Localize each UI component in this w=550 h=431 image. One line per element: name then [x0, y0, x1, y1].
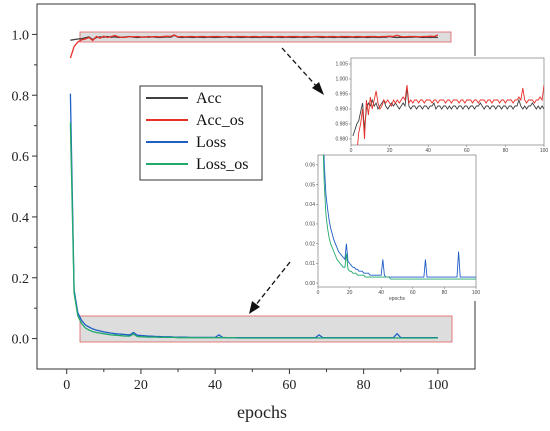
series-line-loss-os — [69, 122, 438, 339]
y-tick-label: 1.0 — [12, 28, 30, 43]
acc-zoom-y-tick-label: 1.005 — [335, 62, 348, 68]
loss-zoom-x-tick-label: 20 — [347, 290, 353, 296]
main-series-group — [69, 34, 439, 339]
x-axis-title: epochs — [237, 402, 287, 422]
legend-label-loss-os: Loss_os — [196, 156, 248, 173]
y-tick-label: 0.8 — [12, 89, 30, 104]
y-tick-label: 0.4 — [12, 211, 30, 226]
loss-zoom-line-loss-os — [322, 155, 476, 280]
loss-zoom-y-tick-label: 0.03 — [305, 222, 315, 228]
y-tick-label: 0.6 — [12, 150, 30, 165]
loss-zoom-frame — [317, 154, 477, 288]
acc-zoom-background — [349, 56, 546, 159]
loss-zoom-y-tick-label: 0.02 — [305, 241, 315, 247]
acc-zoom-y-tick-label: 0.985 — [335, 122, 348, 128]
loss-zoom-x-tick-label: 60 — [410, 290, 416, 296]
loss-zoom-y-tick-label: 0.01 — [305, 261, 315, 267]
loss-zoom-y-tick-label: 0.00 — [305, 281, 315, 287]
acc-zoom-line-acc — [352, 87, 544, 137]
legend-items: Acc Acc_os Loss Loss_os — [146, 90, 248, 173]
legend-label-loss: Loss — [196, 134, 226, 151]
x-tick-label: 0 — [63, 378, 70, 393]
loss-zoom-line-loss — [323, 155, 476, 278]
acc-zoom-x-tick-label: 80 — [503, 148, 509, 154]
acc-zoom-y-tick-label: 0.990 — [335, 107, 348, 113]
acc-zoom-y-tick-label: 1.000 — [335, 77, 348, 83]
x-tick-label: 60 — [282, 378, 296, 393]
acc-zoom-x-tick-label: 0 — [350, 148, 353, 154]
main-tick-group: 0 20 40 60 80 100 0.0 0.2 0.4 0.6 0.8 1.0 — [12, 28, 449, 393]
acc-zoom-frame — [350, 57, 545, 146]
loss-zoom-x-label: epochs — [389, 296, 406, 302]
acc-zoom-x-tick-label: 20 — [387, 148, 393, 154]
acc-zoom-x-tick-label: 100 — [540, 148, 549, 154]
loss-zoom-x-tick-label: 0 — [317, 290, 320, 296]
loss-zoom-y-tick-label: 0.04 — [305, 202, 315, 208]
x-tick-label: 80 — [357, 378, 371, 393]
loss-zoom-x-tick-label: 40 — [378, 290, 384, 296]
y-tick-label: 0.2 — [12, 272, 30, 287]
loss-zoom-inset: 0 20 40 60 80 100 0.00 0.01 0.02 0.03 0.04 0.05 0.06… — [305, 153, 481, 302]
acc-zoom-y-tick-label: 0.980 — [335, 137, 348, 143]
legend-label-acc: Acc — [196, 90, 222, 107]
x-tick-label: 40 — [208, 378, 222, 393]
x-tick-label: 20 — [134, 378, 148, 393]
acc-zoom-line-acc-os — [357, 84, 544, 145]
acc-zoom-arrow — [281, 47, 324, 95]
acc-zoom-x-tick-label: 40 — [425, 148, 431, 154]
acc-zoom-y-tick-label: 0.995 — [335, 92, 348, 98]
loss-zoom-x-tick-label: 80 — [442, 290, 448, 296]
x-tick-label: 100 — [427, 378, 448, 393]
acc-zoom-x-tick-label: 60 — [464, 148, 470, 154]
legend-label-acc-os: Acc_os — [196, 112, 244, 129]
acc-zoom-series-group — [352, 84, 544, 145]
legend: Acc Acc_os Loss Loss_os — [139, 85, 263, 181]
loss-zoom-series-group — [322, 155, 476, 280]
loss-zoom-y-tick-label: 0.05 — [305, 182, 315, 188]
loss-zoom-x-tick-label: 100 — [472, 290, 481, 296]
loss-zoom-arrow — [249, 261, 291, 314]
loss-zoom-y-tick-label: 0.06 — [305, 163, 315, 169]
series-line-acc-os — [69, 34, 439, 59]
loss-zoom-background — [316, 153, 478, 301]
y-tick-label: 0.0 — [12, 333, 30, 348]
